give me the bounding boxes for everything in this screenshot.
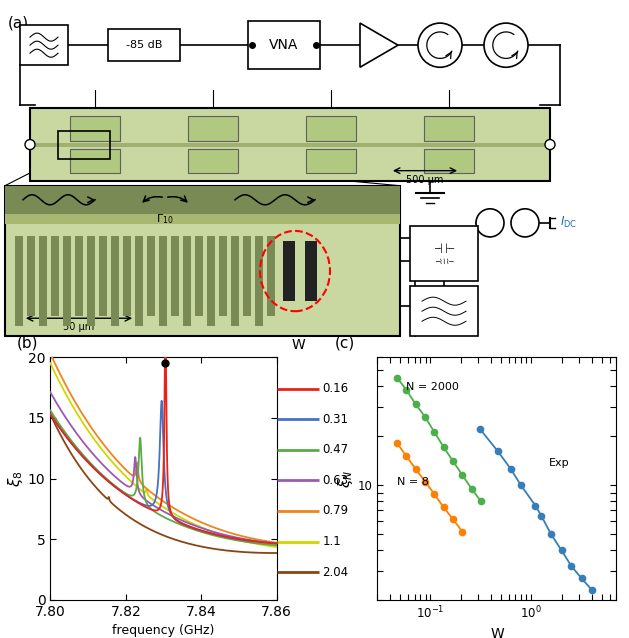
Bar: [51, 236, 59, 316]
Bar: [111, 236, 119, 326]
Bar: [70, 117, 120, 140]
Text: (a): (a): [8, 15, 29, 30]
Bar: [30, 142, 550, 147]
Text: ─┤├─: ─┤├─: [434, 244, 454, 253]
Text: ─⌇⌇⌇─: ─⌇⌇⌇─: [435, 258, 454, 265]
Bar: [147, 236, 155, 316]
Bar: [5, 214, 400, 224]
Bar: [5, 186, 400, 214]
Bar: [99, 236, 107, 316]
Circle shape: [511, 209, 539, 237]
Bar: [27, 236, 35, 316]
Text: -85 dB: -85 dB: [126, 40, 162, 50]
Bar: [219, 236, 227, 316]
Bar: [63, 236, 71, 326]
Bar: [15, 236, 23, 326]
Text: 0.16: 0.16: [323, 382, 348, 396]
Text: (c): (c): [335, 336, 355, 351]
Bar: [410, 286, 478, 336]
Text: 0.63: 0.63: [323, 474, 348, 487]
Polygon shape: [360, 23, 398, 67]
Bar: [108, 29, 180, 61]
Circle shape: [418, 23, 462, 67]
Text: W: W: [292, 338, 306, 352]
Bar: [87, 236, 95, 326]
Bar: [20, 25, 68, 65]
Y-axis label: $\xi_N$: $\xi_N$: [336, 470, 355, 487]
Bar: [188, 149, 238, 173]
Text: 500 μm: 500 μm: [406, 175, 443, 184]
X-axis label: frequency (GHz): frequency (GHz): [113, 624, 214, 637]
Bar: [306, 117, 356, 140]
Bar: [58, 131, 110, 159]
Bar: [75, 236, 83, 316]
Bar: [188, 117, 238, 140]
Text: 2.04: 2.04: [323, 565, 348, 579]
Bar: [70, 149, 120, 173]
Bar: [267, 236, 275, 316]
Text: (b): (b): [16, 336, 38, 351]
Text: 1.1: 1.1: [323, 535, 342, 548]
Circle shape: [545, 140, 555, 149]
Bar: [255, 236, 263, 326]
Bar: [248, 21, 320, 70]
Text: 0.47: 0.47: [323, 443, 348, 456]
X-axis label: W: W: [490, 627, 504, 638]
Text: 0.79: 0.79: [323, 505, 348, 517]
Text: 50 μm: 50 μm: [64, 322, 94, 332]
Circle shape: [476, 209, 504, 237]
Bar: [123, 236, 131, 316]
Text: N = 2000: N = 2000: [406, 382, 459, 392]
Bar: [424, 117, 474, 140]
Bar: [243, 236, 251, 316]
Bar: [159, 236, 167, 326]
Text: $I_{\rm DC}$: $I_{\rm DC}$: [560, 215, 577, 230]
Text: Exp: Exp: [549, 458, 569, 468]
Bar: [135, 236, 143, 326]
Bar: [207, 236, 215, 326]
Bar: [183, 236, 191, 326]
Circle shape: [25, 140, 35, 149]
Bar: [39, 236, 47, 326]
Bar: [231, 236, 239, 326]
Bar: [283, 241, 295, 301]
Y-axis label: $\xi_8$: $\xi_8$: [6, 470, 25, 487]
Bar: [195, 236, 203, 316]
Bar: [171, 236, 179, 316]
Bar: [424, 149, 474, 173]
Text: N = 8: N = 8: [397, 477, 429, 487]
Text: 0.31: 0.31: [323, 413, 348, 426]
Circle shape: [484, 23, 528, 67]
Bar: [306, 149, 356, 173]
Bar: [30, 108, 550, 181]
Text: VNA: VNA: [269, 38, 299, 52]
Text: $\Gamma_{10}$: $\Gamma_{10}$: [156, 212, 174, 226]
Bar: [5, 186, 400, 336]
Bar: [305, 241, 317, 301]
Bar: [410, 226, 478, 281]
